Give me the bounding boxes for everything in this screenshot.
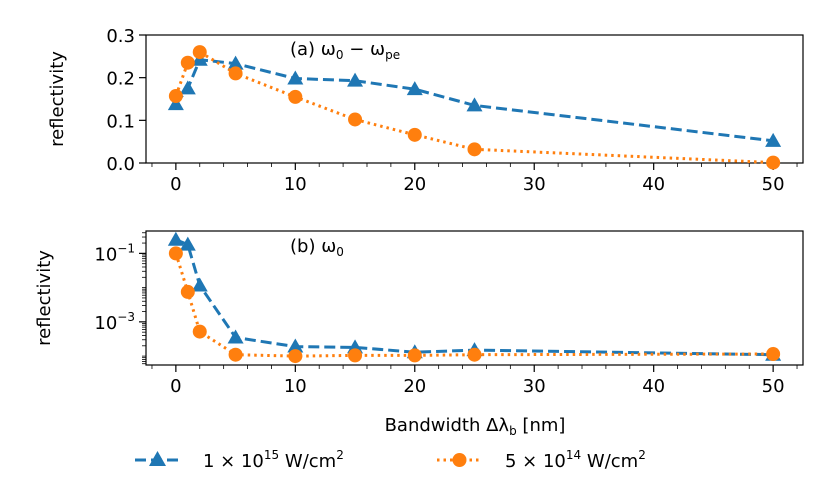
data-point-circle	[288, 349, 303, 364]
xlabel: Bandwidth Δλb [nm]	[385, 415, 566, 438]
legend-item-5e14: 5 × 1014 W/cm2	[437, 448, 646, 472]
y-tick-label: 0.3	[106, 26, 135, 47]
x-tick-label: 10	[284, 376, 307, 397]
legend-item-1e15: 1 × 1015 W/cm2	[135, 448, 344, 472]
ylabel-a: reflectivity	[47, 51, 68, 147]
panel-a-label: (a) ω0 − ωpe	[290, 39, 400, 62]
x-tick-label: 40	[642, 174, 665, 195]
data-point-circle	[228, 66, 243, 81]
data-point-triangle	[167, 231, 184, 246]
y-tick-label: 10−3	[94, 310, 135, 334]
y-tick-label: 10−1	[94, 241, 135, 265]
legend: 1 × 1015 W/cm2 5 × 1014 W/cm2	[135, 448, 646, 472]
x-tick-label: 0	[170, 174, 181, 195]
x-tick-label: 30	[523, 174, 546, 195]
panel-b: 0 10 20 30 40 50 10−1 10−3 (b) ω0 reflectivity	[34, 230, 804, 397]
x-tick-label: 10	[284, 174, 307, 195]
data-point-circle	[766, 155, 781, 170]
legend-label-5e14: 5 × 1014 W/cm2	[505, 448, 646, 472]
data-point-circle	[467, 142, 482, 157]
x-tick-label: 40	[642, 376, 665, 397]
data-point-circle	[288, 89, 303, 104]
data-point-triangle	[406, 81, 423, 96]
panel-b-label: (b) ω0	[290, 236, 344, 259]
y-tick-label: 0.0	[106, 154, 135, 175]
data-point-circle	[348, 348, 363, 363]
panel-a: 0 10 20 30 40 50 0.0 0.1 0.2 0.3 (a) ω0 − ωpe ref…	[47, 26, 804, 195]
data-point-triangle	[287, 338, 304, 353]
data-point-circle	[407, 127, 422, 142]
data-point-triangle	[191, 277, 208, 292]
series-line-1e15-b	[175, 238, 774, 357]
legend-marker-circle	[452, 453, 467, 467]
legend-marker-triangle	[149, 451, 166, 466]
x-tick-label: 0	[170, 376, 181, 397]
data-point-circle	[467, 347, 482, 362]
data-point-circle	[180, 55, 195, 70]
data-point-triangle	[765, 132, 782, 147]
y-tick-label: 0.1	[106, 111, 135, 132]
legend-label-1e15: 1 × 1015 W/cm2	[203, 448, 344, 472]
data-point-triangle	[167, 96, 184, 111]
data-point-circle	[407, 348, 422, 363]
axes-frame-a	[145, 34, 804, 164]
x-tick-label: 50	[762, 376, 785, 397]
data-point-circle	[180, 284, 195, 299]
data-point-circle	[766, 347, 781, 362]
data-point-triangle	[347, 72, 364, 87]
x-tick-label: 20	[403, 174, 426, 195]
data-point-circle	[192, 45, 207, 60]
data-point-circle	[168, 246, 183, 261]
data-point-triangle	[179, 236, 196, 251]
data-point-triangle	[466, 97, 483, 112]
x-tick-label: 20	[403, 376, 426, 397]
data-point-triangle	[227, 55, 244, 70]
x-tick-label: 30	[523, 376, 546, 397]
ylabel-b: reflectivity	[34, 250, 55, 346]
data-point-circle	[228, 347, 243, 362]
data-point-triangle	[179, 80, 196, 95]
data-point-triangle	[287, 70, 304, 85]
y-tick-label: 0.2	[106, 69, 135, 90]
data-point-circle	[192, 324, 207, 339]
x-tick-label: 50	[762, 174, 785, 195]
data-point-circle	[168, 89, 183, 104]
data-point-triangle	[227, 329, 244, 344]
data-point-circle	[348, 112, 363, 127]
